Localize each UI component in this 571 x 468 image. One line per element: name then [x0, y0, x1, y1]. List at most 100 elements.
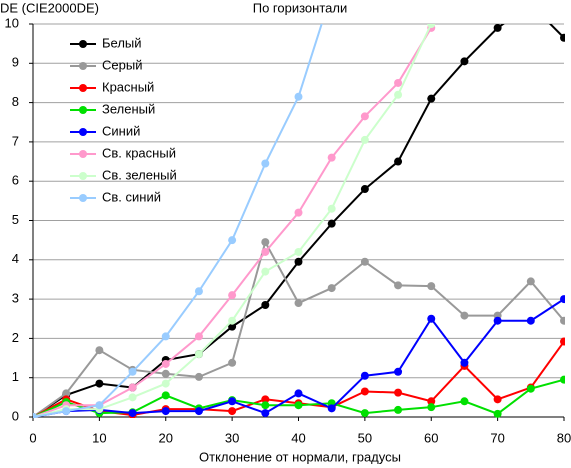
x-tick-label: 80	[557, 430, 571, 445]
data-point	[460, 397, 469, 406]
data-point	[560, 295, 565, 304]
data-point	[161, 369, 170, 378]
data-point	[427, 403, 436, 412]
data-point	[394, 78, 403, 87]
legend-label: Св. синий	[102, 189, 161, 204]
data-point	[460, 358, 469, 367]
data-point	[194, 407, 203, 416]
x-tick-label: 40	[291, 430, 305, 445]
data-point	[360, 409, 369, 418]
data-point	[493, 24, 502, 32]
data-point	[261, 395, 270, 404]
data-point	[228, 358, 237, 367]
y-tick-label: 4	[12, 251, 19, 266]
y-tick-label: 5	[12, 212, 19, 227]
data-point	[527, 0, 535, 8]
data-point	[161, 359, 170, 368]
data-point	[95, 379, 104, 388]
data-point	[294, 247, 303, 256]
plot-area	[33, 0, 565, 418]
data-point	[161, 391, 170, 400]
data-point	[294, 389, 303, 398]
data-point	[62, 389, 71, 398]
data-point	[95, 401, 104, 410]
y-tick-label: 1	[12, 369, 19, 384]
legend-marker	[79, 172, 87, 180]
data-point	[526, 316, 535, 325]
data-point	[161, 407, 170, 416]
legend-marker	[79, 84, 87, 92]
data-point	[327, 204, 336, 213]
data-point	[128, 383, 137, 392]
data-point	[427, 24, 436, 28]
data-point	[194, 350, 203, 359]
data-point	[427, 282, 436, 291]
data-point	[261, 238, 270, 247]
y-tick-label: 8	[12, 94, 19, 109]
data-point	[427, 397, 436, 406]
y-axis-label: DE (CIE2000DE)	[0, 0, 99, 15]
data-point	[228, 322, 237, 331]
x-tick-label: 10	[92, 430, 106, 445]
data-point	[360, 135, 369, 144]
x-tick-label: 0	[29, 430, 36, 445]
x-axis-label: Отклонение от нормали, градусы	[199, 449, 401, 464]
data-point	[493, 395, 502, 404]
data-point	[560, 375, 565, 384]
data-point	[261, 409, 270, 418]
x-tick-label: 60	[424, 430, 438, 445]
data-point	[294, 208, 303, 217]
data-point	[128, 409, 137, 418]
data-point	[360, 112, 369, 121]
data-point	[327, 284, 336, 293]
data-point	[33, 413, 37, 418]
data-point	[228, 407, 237, 416]
data-point	[228, 236, 237, 245]
series-line	[33, 24, 433, 418]
chart-title: По горизонтали	[253, 0, 347, 15]
data-point	[560, 337, 565, 346]
x-tick-label: 50	[358, 430, 372, 445]
data-point	[194, 372, 203, 381]
data-point	[128, 367, 137, 376]
x-tick-label: 70	[490, 430, 504, 445]
data-point	[228, 397, 237, 406]
data-point	[327, 404, 336, 413]
data-point	[360, 257, 369, 266]
data-point	[228, 291, 237, 300]
y-tick-label: 7	[12, 133, 19, 148]
legend-marker	[79, 62, 87, 70]
data-point	[294, 299, 303, 308]
data-point	[194, 332, 203, 341]
y-tick-label: 10	[5, 15, 19, 30]
data-point	[493, 316, 502, 325]
data-point	[394, 281, 403, 290]
data-point	[294, 92, 303, 101]
data-point	[294, 401, 303, 410]
data-point	[194, 287, 203, 296]
data-point	[526, 277, 535, 286]
y-tick-label: 6	[12, 173, 19, 188]
data-point	[526, 384, 535, 393]
data-point	[261, 159, 270, 168]
data-point	[294, 257, 303, 266]
legend-marker	[79, 194, 87, 202]
legend-label: Синий	[102, 123, 140, 138]
y-tick-label: 3	[12, 291, 19, 306]
y-tick-label: 9	[12, 55, 19, 70]
data-point	[394, 157, 403, 166]
legend-label: Белый	[102, 35, 142, 50]
y-tick-label: 2	[12, 330, 19, 345]
data-point	[261, 300, 270, 309]
data-point	[560, 316, 565, 325]
data-point	[427, 314, 436, 323]
data-point	[460, 311, 469, 320]
data-point	[360, 371, 369, 380]
legend-label: Св. красный	[102, 145, 176, 160]
data-point	[62, 407, 71, 416]
data-point	[427, 94, 436, 103]
data-point	[394, 405, 403, 414]
data-point	[394, 367, 403, 376]
legend-marker	[79, 40, 87, 48]
data-point	[394, 388, 403, 397]
